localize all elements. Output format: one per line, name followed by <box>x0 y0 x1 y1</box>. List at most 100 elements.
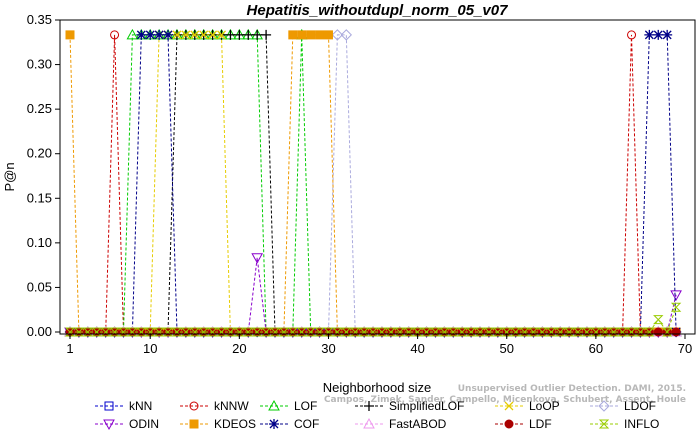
legend-item: kNNW <box>180 399 249 413</box>
y-tick-label: 0.25 <box>27 101 52 116</box>
data-point <box>306 30 316 40</box>
data-point <box>653 327 663 337</box>
data-point <box>653 315 664 325</box>
data-point <box>358 327 370 337</box>
x-tick-label: 60 <box>589 341 603 356</box>
legend-item: FastABOD <box>355 417 447 431</box>
data-point <box>172 30 182 40</box>
legend-marker <box>189 401 199 411</box>
data-point <box>315 30 325 40</box>
series-line <box>70 34 677 333</box>
legend-label: LDF <box>529 417 552 431</box>
data-point <box>91 327 102 337</box>
legend-item: ODIN <box>95 417 159 431</box>
legend-label: KDEOS <box>214 417 256 431</box>
data-point <box>199 30 209 40</box>
x-tick-label: 20 <box>232 341 246 356</box>
data-point <box>314 327 325 337</box>
data-point <box>323 327 334 337</box>
data-point <box>528 327 539 337</box>
data-point <box>376 327 388 337</box>
x-axis-label: Neighborhood size <box>323 380 431 395</box>
data-point <box>465 327 477 337</box>
legend-label: SimplifiedLOF <box>389 399 464 413</box>
series-line <box>69 34 677 333</box>
data-point <box>296 327 307 337</box>
y-axis: 0.00 0.05 0.10 0.15 0.20 0.25 0.30 0.35 <box>27 12 60 339</box>
data-point <box>644 29 655 40</box>
series-INFLO <box>64 302 682 337</box>
series-line <box>70 34 677 333</box>
legend-marker <box>103 419 115 431</box>
y-tick-label: 0.05 <box>27 279 52 294</box>
data-point <box>323 30 333 40</box>
data-point <box>661 327 673 337</box>
data-point <box>171 327 183 337</box>
data-point <box>251 253 264 264</box>
legend-marker <box>504 401 514 411</box>
data-point <box>492 327 504 337</box>
x-tick-label: 40 <box>410 341 424 356</box>
legend-item: LoOP <box>495 399 560 413</box>
data-point <box>385 327 397 337</box>
data-point <box>225 327 236 337</box>
series-ODIN <box>64 253 682 339</box>
data-point <box>331 29 344 41</box>
legend-marker <box>598 400 610 412</box>
legend-item: LDF <box>495 417 552 431</box>
x-tick-label: 30 <box>321 341 335 356</box>
data-point <box>82 327 94 337</box>
data-point <box>555 327 566 337</box>
data-point <box>572 327 584 337</box>
data-point <box>537 327 548 337</box>
data-point <box>590 327 602 337</box>
data-point <box>145 327 156 337</box>
legend-marker <box>364 401 374 411</box>
data-point <box>581 327 593 337</box>
legend-item: kNN <box>95 399 152 413</box>
series-line <box>70 34 677 333</box>
data-point <box>340 29 353 41</box>
y-tick-label: 0.00 <box>27 324 52 339</box>
legend-label: kNN <box>129 399 152 413</box>
legend-marker <box>104 401 114 411</box>
data-point <box>501 327 512 337</box>
data-point <box>403 327 414 337</box>
legend-marker <box>363 417 375 429</box>
legend-marker <box>189 419 199 429</box>
data-point <box>439 327 450 337</box>
data-point <box>110 30 120 40</box>
data-point <box>332 327 343 337</box>
data-point <box>198 327 209 337</box>
data-point <box>251 327 263 337</box>
data-point <box>136 327 147 337</box>
data-point <box>234 327 245 337</box>
y-tick-label: 0.30 <box>27 57 52 72</box>
data-point <box>448 327 459 337</box>
y-tick-label: 0.15 <box>27 190 52 205</box>
y-tick-label: 0.20 <box>27 146 52 161</box>
data-point <box>412 327 423 337</box>
legend-item: LDOF <box>590 399 656 413</box>
data-point <box>394 327 405 337</box>
data-point <box>546 327 557 337</box>
data-point <box>626 327 637 337</box>
data-point <box>608 327 619 337</box>
data-point <box>653 29 664 40</box>
data-point <box>662 29 673 40</box>
data-point <box>208 30 218 40</box>
data-point <box>190 30 200 40</box>
plot-frame <box>59 19 696 335</box>
data-point <box>109 327 120 337</box>
data-point <box>350 327 361 337</box>
legend-marker <box>504 419 514 429</box>
data-point <box>65 30 75 40</box>
data-point <box>644 327 655 337</box>
legend-label: INFLO <box>624 417 659 431</box>
data-point <box>670 302 682 312</box>
legend-label: kNNW <box>214 399 249 413</box>
legend-item: KDEOS <box>180 417 256 431</box>
data-point <box>154 29 165 40</box>
series-line <box>70 34 677 333</box>
data-point <box>145 29 156 40</box>
